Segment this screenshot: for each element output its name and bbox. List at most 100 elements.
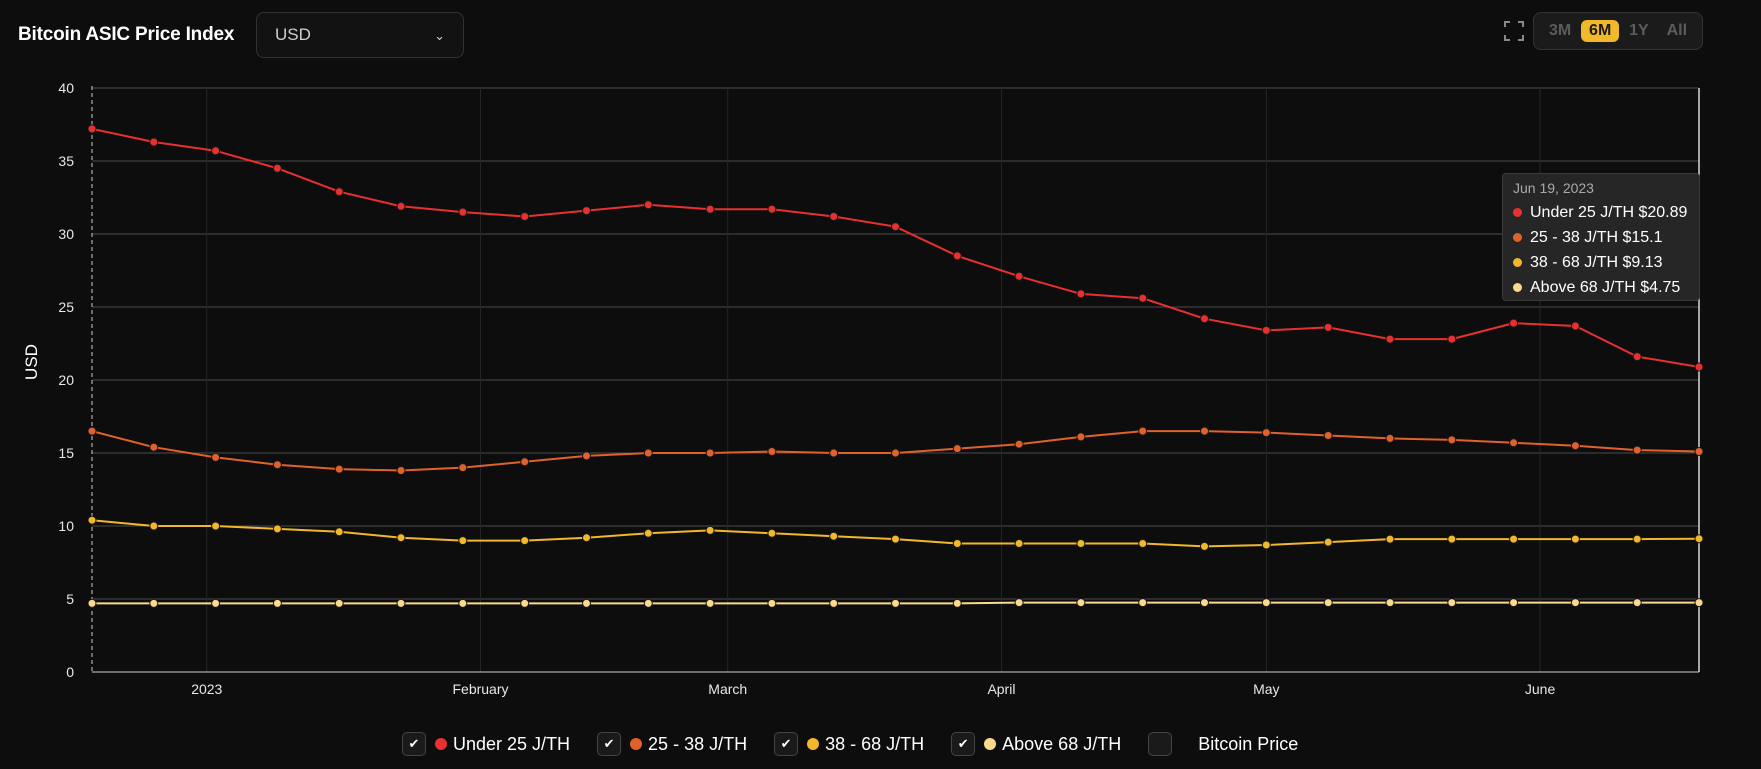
- data-point: [334, 598, 344, 608]
- data-point: [1076, 598, 1086, 608]
- data-point: [396, 598, 406, 608]
- y-tick-label: 25: [58, 299, 74, 315]
- data-point: [272, 460, 282, 470]
- data-point: [1570, 441, 1580, 451]
- y-tick-label: 15: [58, 445, 74, 461]
- data-point: [1323, 537, 1333, 547]
- data-point: [1509, 534, 1519, 544]
- data-point: [1014, 271, 1024, 281]
- legend-item-25-38[interactable]: ✔ 25 - 38 J/TH: [597, 732, 747, 756]
- check-icon[interactable]: ✔: [402, 732, 426, 756]
- data-point: [458, 463, 468, 473]
- tooltip-row-label: 25 - 38 J/TH $15.1: [1530, 228, 1663, 246]
- range-selector: 3M 6M 1Y All: [1533, 12, 1703, 50]
- data-point: [1138, 293, 1148, 303]
- data-point: [1509, 438, 1519, 448]
- tooltip-row-label: 38 - 68 J/TH $9.13: [1530, 253, 1663, 271]
- legend-label: Under 25 J/TH: [453, 733, 571, 754]
- data-point: [1694, 362, 1704, 372]
- data-point: [1509, 318, 1519, 328]
- data-point: [1385, 534, 1395, 544]
- data-point: [952, 251, 962, 261]
- data-point: [334, 464, 344, 474]
- data-point: [1014, 439, 1024, 449]
- chart-legend: ✔ Under 25 J/TH ✔ 25 - 38 J/TH ✔ 38 - 68…: [402, 732, 1325, 756]
- data-point: [891, 598, 900, 608]
- check-icon[interactable]: ✔: [951, 732, 976, 756]
- y-tick-label: 40: [58, 80, 74, 96]
- data-point: [334, 527, 344, 537]
- x-tick-label: June: [1525, 681, 1556, 697]
- data-point: [829, 212, 839, 221]
- tooltip-dot: [1513, 258, 1522, 267]
- data-point: [211, 452, 221, 462]
- legend-item-above-68[interactable]: ✔ Above 68 J/TH: [951, 732, 1121, 756]
- legend-label: 25 - 38 J/TH: [648, 733, 748, 754]
- data-point: [1200, 314, 1209, 324]
- check-icon[interactable]: ✔: [774, 732, 799, 756]
- data-point: [891, 534, 900, 544]
- data-point: [1076, 539, 1086, 548]
- range-3m-button[interactable]: 3M: [1548, 22, 1572, 39]
- y-axis-label: USD: [22, 344, 41, 380]
- expand-icon[interactable]: [1503, 20, 1525, 42]
- range-1y-button[interactable]: 1Y: [1629, 22, 1649, 39]
- checkbox-unchecked[interactable]: [1148, 732, 1173, 756]
- data-point: [891, 448, 900, 458]
- x-axis-ticks: 2023 February March April May June: [191, 681, 1555, 697]
- data-point: [334, 187, 344, 197]
- data-point: [211, 521, 221, 531]
- series-line-0: [91, 127, 1700, 368]
- data-point: [1385, 598, 1395, 608]
- currency-select[interactable]: USD ⌄: [256, 12, 464, 58]
- tooltip-row-label: Under 25 J/TH $20.89: [1530, 203, 1688, 221]
- data-point: [87, 124, 97, 134]
- data-point: [272, 163, 282, 173]
- data-point: [272, 524, 282, 534]
- range-all-button[interactable]: All: [1666, 22, 1688, 39]
- data-point: [1694, 447, 1704, 456]
- data-point: [1323, 431, 1333, 440]
- data-point: [520, 457, 530, 467]
- legend-label: 38 - 68 J/TH: [825, 733, 925, 754]
- data-point: [952, 539, 962, 548]
- data-point: [1200, 426, 1209, 436]
- legend-label: Bitcoin Price: [1198, 733, 1299, 754]
- check-icon[interactable]: ✔: [597, 732, 622, 756]
- range-6m-button[interactable]: 6M: [1581, 20, 1620, 42]
- tooltip-row: 38 - 68 J/TH $9.13: [1513, 250, 1689, 275]
- data-point: [643, 598, 653, 608]
- legend-item-bitcoin-price[interactable]: Bitcoin Price: [1148, 732, 1298, 756]
- data-point: [767, 598, 777, 608]
- data-point: [1323, 322, 1333, 332]
- data-point: [1509, 598, 1519, 608]
- data-point: [1447, 435, 1457, 445]
- data-point: [1261, 325, 1271, 335]
- tooltip-dot: [1513, 283, 1522, 292]
- data-point: [396, 466, 406, 475]
- data-point: [705, 598, 715, 608]
- tooltip-row: 25 - 38 J/TH $15.1: [1513, 225, 1689, 250]
- tooltip-row: Above 68 J/TH $4.75: [1513, 275, 1689, 300]
- legend-item-under-25[interactable]: ✔ Under 25 J/TH: [402, 732, 570, 756]
- data-point: [1694, 598, 1704, 608]
- data-point: [1138, 598, 1148, 608]
- y-tick-label: 10: [58, 518, 74, 534]
- data-point: [829, 448, 839, 458]
- data-point: [1076, 289, 1086, 299]
- data-point: [1385, 433, 1395, 443]
- data-point: [1138, 426, 1148, 436]
- data-point: [149, 521, 159, 531]
- data-point: [458, 598, 468, 608]
- data-point: [643, 448, 653, 458]
- data-point: [829, 531, 839, 541]
- x-tick-label: March: [708, 681, 747, 697]
- data-point: [1200, 598, 1209, 608]
- data-point: [1632, 445, 1642, 455]
- data-point: [149, 442, 159, 452]
- x-tick-label: April: [987, 681, 1015, 697]
- data-point: [520, 536, 530, 546]
- legend-item-38-68[interactable]: ✔ 38 - 68 J/TH: [774, 732, 924, 756]
- data-point: [87, 598, 97, 608]
- page-title: Bitcoin ASIC Price Index: [18, 24, 235, 45]
